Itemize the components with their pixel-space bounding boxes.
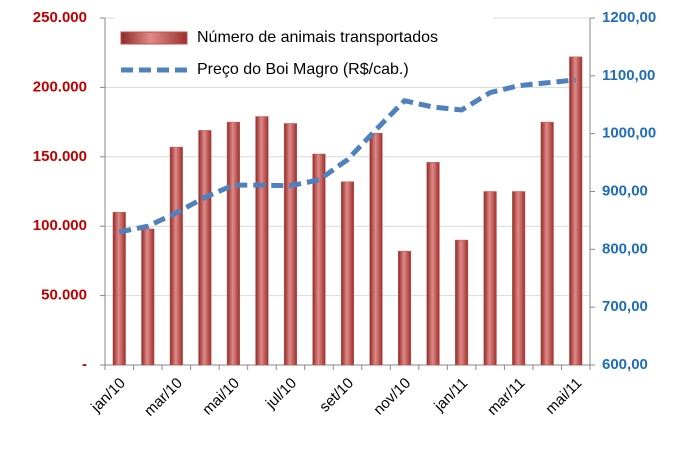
x-tick-label: jan/11 — [430, 375, 471, 416]
bar — [369, 132, 383, 366]
bar — [226, 121, 240, 366]
x-tick-label: jul/10 — [262, 375, 300, 413]
legend-label: Preço do Boi Magro (R$/cab.) — [197, 61, 409, 78]
bar — [283, 123, 297, 366]
y2-tick-label: 900,00 — [602, 182, 648, 199]
x-tick-label: jan/10 — [87, 375, 129, 417]
y2-tick-label: 1100,00 — [602, 67, 655, 84]
y-tick-label: 100.000 — [33, 217, 87, 234]
bar — [512, 191, 526, 366]
bar — [169, 146, 183, 366]
y-tick-label: - — [82, 356, 87, 373]
bar — [340, 181, 355, 366]
legend-box — [114, 13, 494, 83]
legend-label: Número de animais transportados — [197, 29, 438, 46]
y-tick-label: 250.000 — [33, 9, 87, 26]
x-tick-label: set/10 — [316, 375, 357, 416]
y-tick-label: 150.000 — [33, 148, 87, 165]
x-tick-label: mai/11 — [542, 375, 585, 418]
bar — [112, 212, 126, 366]
bar — [255, 116, 269, 366]
bar — [312, 153, 326, 366]
bar — [198, 130, 212, 366]
legend-swatch — [120, 31, 188, 45]
y-tick-label: 50.000 — [41, 287, 87, 304]
bar — [569, 56, 583, 366]
y2-tick-label: 700,00 — [602, 298, 648, 315]
y2-tick-label: 1200,00 — [602, 9, 656, 26]
x-tick-label: nov/10 — [370, 375, 414, 419]
bar — [540, 121, 554, 366]
bar — [141, 228, 155, 366]
y-tick-label: 200.000 — [33, 78, 87, 95]
bar — [426, 162, 440, 366]
bar — [398, 250, 412, 366]
y2-tick-label: 600,00 — [602, 356, 648, 373]
bar — [483, 191, 497, 366]
x-tick-label: mar/10 — [141, 375, 186, 420]
x-tick-label: mai/10 — [199, 375, 243, 419]
x-tick-label: mar/11 — [484, 375, 528, 419]
bar — [455, 239, 469, 366]
line — [118, 77, 576, 235]
y2-tick-label: 800,00 — [602, 240, 648, 257]
y2-tick-label: 1000,00 — [602, 125, 656, 142]
